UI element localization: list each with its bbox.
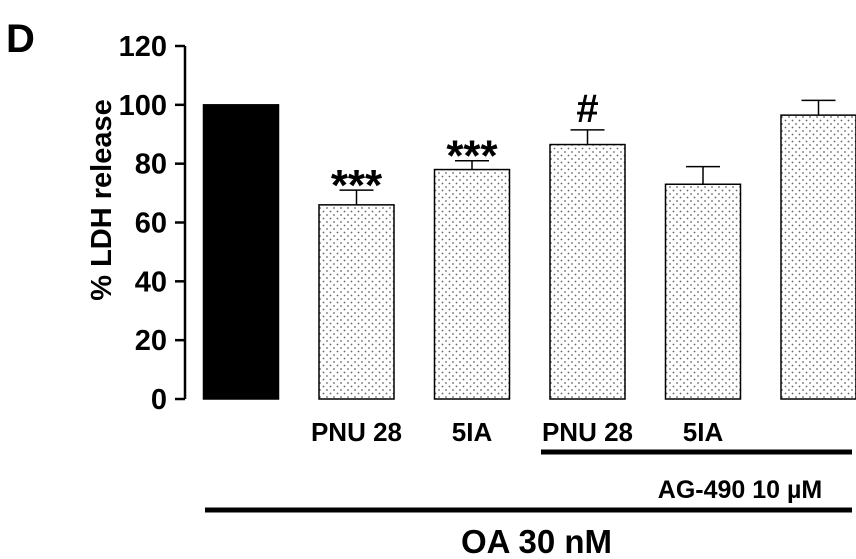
y-tick-label: 40 [135,266,167,298]
treatment-bars: AG-490 10 µM OA 30 nM [205,449,852,559]
treatment-line [205,507,852,513]
y-tick-label: 80 [135,149,167,181]
bar [780,114,856,400]
treatment-label: OA 30 nM [461,523,612,559]
y-axis-label: % LDH release [86,99,118,301]
bar [202,104,280,400]
panel-label: D [6,17,35,61]
category-label: 5IA [452,417,493,447]
category-label: 5IA [683,417,724,447]
bar [318,204,395,400]
treatment-label: AG-490 10 µM [658,476,822,504]
significance-label: *** [446,132,498,181]
y-tick-label: 20 [135,325,167,357]
significance-label: # [576,87,598,131]
category-label: PNU 28 [542,417,633,447]
bar [549,143,626,400]
y-axis: 0 20 40 60 80 100 120 [119,31,187,416]
treatment-line [541,449,852,455]
y-tick-label: 0 [151,384,167,416]
bar [433,168,511,400]
y-tick-label: 60 [135,208,167,240]
y-tick-label: 120 [119,31,167,63]
y-tick-label: 100 [119,90,167,122]
bar [664,183,742,400]
bars: *** PNU 28 *** 5IA # PNU 28 5IA [202,87,856,447]
significance-label: *** [331,161,383,210]
category-label: PNU 28 [311,417,402,447]
